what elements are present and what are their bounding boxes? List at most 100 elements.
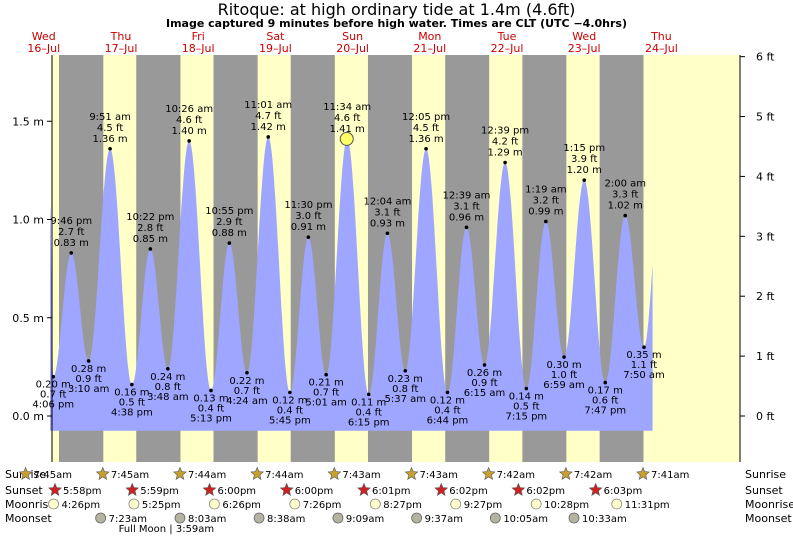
high-tide-feet: 3.1 ft: [374, 207, 400, 218]
high-tide-meters: 1.29 m: [487, 148, 522, 159]
low-tide-meters: 0.12 m: [272, 395, 307, 406]
moonset-icon: [489, 512, 501, 524]
low-tide-dot: [403, 369, 408, 373]
high-tide-dot: [385, 231, 390, 236]
moonset-time: 10:05am: [503, 514, 548, 525]
moonrise-time: 10:28pm: [544, 500, 589, 511]
sunset-icon: [202, 482, 217, 496]
moonset-icon: [174, 512, 186, 524]
sunset-icon: [434, 482, 449, 496]
low-tide-meters: 0.21 m: [309, 378, 344, 389]
low-tide-feet: 0.4 ft: [277, 405, 303, 416]
sunset-icon: [125, 482, 140, 496]
moonrise-time: 9:27pm: [464, 500, 503, 511]
low-tide-feet: 0.9 ft: [75, 374, 101, 385]
day-name: Thu: [110, 30, 132, 43]
high-tide-time: 10:55 pm: [205, 206, 253, 217]
low-tide-feet: 1.0 ft: [551, 370, 577, 381]
left-tick-label: 0.0 m: [12, 410, 44, 423]
low-tide-meters: 0.20 m: [36, 380, 71, 391]
sunset-icon: [48, 482, 62, 496]
low-tide-dot: [562, 355, 566, 359]
high-tide-dot: [266, 135, 271, 139]
row-label-left: Moonset: [5, 512, 52, 525]
low-tide-meters: 0.22 m: [229, 376, 264, 387]
high-tide-meters: 0.96 m: [449, 212, 484, 223]
high-tide-feet: 4.7 ft: [255, 111, 281, 122]
day-date: 24–Jul: [645, 42, 678, 55]
left-tick-label: 0.5 m: [12, 312, 44, 325]
sunrise-icon: [558, 466, 573, 480]
daylight-band: [52, 55, 60, 462]
high-tide-time: 12:39 pm: [481, 126, 529, 137]
high-tide-feet: 2.7 ft: [58, 227, 84, 238]
low-tide-feet: 0.4 ft: [434, 405, 460, 416]
moonset-time: 7:23am: [109, 514, 147, 525]
moonset-icon: [332, 512, 344, 524]
moonrise-time: 8:27pm: [383, 500, 422, 511]
day-name: Fri: [192, 30, 205, 43]
low-tide-time: 4:24 am: [226, 396, 268, 407]
low-tide-time: 6:59 am: [543, 380, 585, 391]
low-tide-feet: 0.4 ft: [356, 407, 382, 418]
low-tide-dot: [86, 359, 91, 363]
high-tide-dot: [582, 178, 587, 182]
sunset-time: 6:00pm: [218, 486, 257, 497]
sunrise-icon: [327, 466, 342, 480]
high-tide-meters: 1.40 m: [172, 126, 207, 137]
high-tide-meters: 1.36 m: [408, 134, 443, 145]
moonrise-icon: [289, 498, 301, 510]
low-tide-meters: 0.16 m: [114, 388, 149, 399]
current-tide-marker: [339, 131, 354, 146]
moonset-icon: [95, 512, 107, 524]
sunrise-time: 7:42am: [497, 470, 535, 481]
low-tide-meters: 0.17 m: [588, 386, 623, 397]
low-tide-dot: [524, 386, 529, 391]
low-tide-dot: [324, 372, 328, 377]
day-name: Tue: [497, 30, 517, 43]
sunrise-time: 7:45am: [34, 470, 72, 481]
low-tide-dot: [209, 388, 213, 393]
low-tide-time: 5:01 am: [305, 398, 347, 409]
day-date: 23–Jul: [568, 42, 601, 55]
sunset-time: 6:03pm: [604, 486, 643, 497]
day-name: Thu: [650, 30, 672, 43]
moonset-time: 8:03am: [188, 514, 226, 525]
moonrise-icon: [611, 498, 623, 510]
tide-area: [50, 137, 653, 431]
daylight-band: [643, 55, 740, 462]
day-name: Sat: [266, 30, 285, 43]
day-date: 16–Jul: [27, 42, 60, 55]
low-tide-time: 6:15 pm: [348, 417, 390, 428]
low-tide-feet: 1.1 ft: [631, 360, 657, 371]
low-tide-time: 5:13 pm: [190, 413, 232, 424]
high-tide-feet: 3.2 ft: [533, 195, 559, 206]
low-tide-dot: [642, 345, 646, 350]
moonset-time: 9:37am: [425, 514, 463, 525]
moonrise-icon: [450, 498, 462, 510]
low-tide-meters: 0.14 m: [509, 391, 544, 402]
low-tide-time: 3:10 am: [68, 384, 110, 395]
sunset-icon: [588, 482, 603, 496]
low-tide-dot: [51, 374, 56, 379]
sunrise-icon: [636, 466, 650, 480]
high-tide-dot: [424, 146, 428, 151]
sunset-icon: [511, 482, 526, 496]
low-tide-time: 3:48 am: [147, 392, 189, 403]
row-label-left: Moonrise: [5, 498, 55, 511]
high-tide-time: 1:15 pm: [563, 143, 605, 154]
high-tide-meters: 1.02 m: [608, 201, 643, 212]
sunrise-time: 7:43am: [420, 470, 458, 481]
high-tide-meters: 0.85 m: [133, 234, 168, 245]
high-tide-dot: [503, 160, 507, 165]
low-tide-feet: 0.5 ft: [119, 398, 145, 409]
high-tide-time: 9:51 am: [89, 112, 131, 123]
high-tide-dot: [544, 219, 548, 224]
day-name: Mon: [418, 30, 441, 43]
left-tick-label: 1.5 m: [12, 115, 44, 128]
high-tide-feet: 4.5 ft: [97, 123, 123, 134]
low-tide-meters: 0.23 m: [388, 374, 423, 385]
day-name: Sun: [342, 30, 363, 43]
chart-subtitle: Image captured 9 minutes before high wat…: [165, 17, 627, 30]
day-headers: Wed16–JulThu17–JulFri18–JulSat19–JulSun2…: [27, 30, 677, 55]
